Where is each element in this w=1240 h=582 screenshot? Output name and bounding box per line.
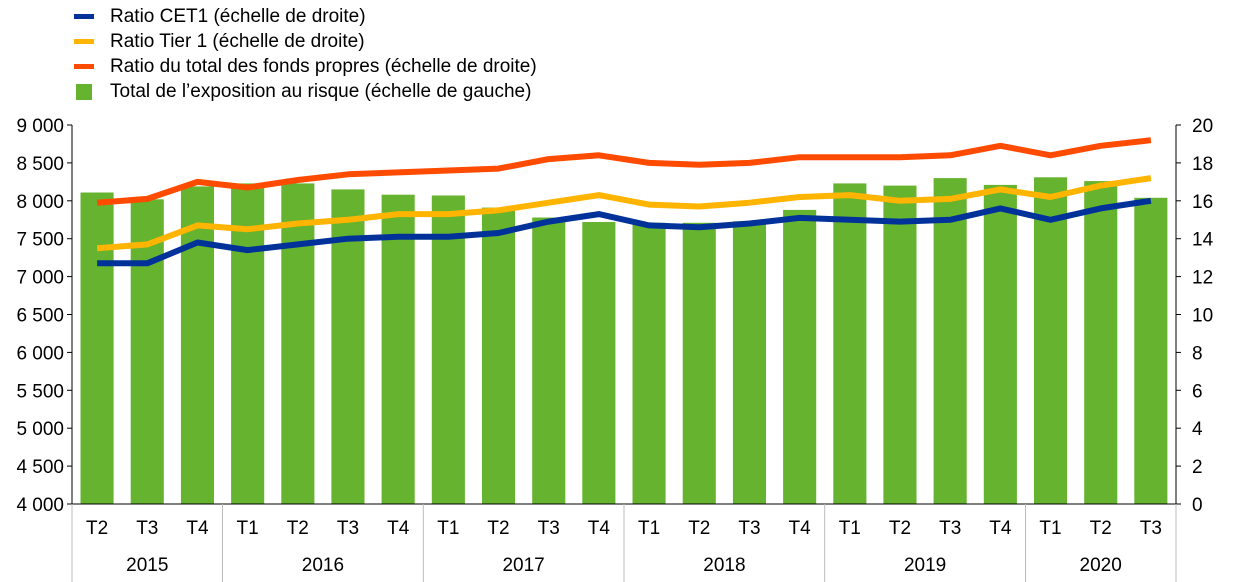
bar [1034,177,1068,505]
category-label: T4 [387,518,410,539]
bar [983,184,1017,504]
legend-swatch [74,39,94,44]
category-label: T3 [939,518,961,539]
right-tick-label: 2 [1192,457,1203,478]
right-tick-label: 18 [1192,154,1213,175]
category-label: T1 [839,518,861,539]
category-label: T4 [588,518,611,539]
right-tick-label: 14 [1192,230,1214,251]
category-label: T2 [688,518,710,539]
right-tick-label: 20 [1192,116,1213,137]
legend-item: Ratio du total des fonds propres (échell… [74,54,537,79]
right-tick-label: 16 [1192,192,1213,213]
bar [130,199,164,505]
category-label: T3 [337,518,359,539]
category-label: T3 [738,518,760,539]
right-tick-label: 6 [1192,381,1203,402]
bar [1084,181,1118,504]
left-tick-label: 4 500 [16,457,64,478]
bar [1134,197,1168,505]
bar [431,195,465,504]
bar [281,183,315,504]
legend: Ratio CET1 (échelle de droite) Ratio Tier… [74,4,537,104]
bar [783,209,817,504]
bar [482,207,516,504]
legend-item: Total de l’exposition au risque (échelle… [74,79,537,104]
year-label: 2017 [502,555,544,576]
year-label: 2015 [126,555,168,576]
category-label: T3 [538,518,560,539]
left-tick-label: 7 500 [16,230,64,251]
year-label: 2020 [1080,555,1122,576]
category-label: T2 [487,518,509,539]
left-tick-label: 6 000 [16,343,64,364]
right-tick-label: 12 [1192,268,1213,289]
category-label: T1 [1039,518,1061,539]
legend-swatch [74,64,94,69]
category-label: T4 [789,518,812,539]
category-label: T4 [989,518,1012,539]
category-label: T3 [1140,518,1162,539]
bar [933,178,967,504]
category-label: T1 [638,518,660,539]
bar [80,192,114,504]
left-tick-label: 6 500 [16,306,64,327]
legend-swatch [76,83,92,100]
year-label: 2018 [703,555,745,576]
legend-item: Ratio Tier 1 (échelle de droite) [74,29,537,54]
legend-label: Ratio du total des fonds propres (échell… [110,55,537,77]
right-tick-label: 0 [1192,495,1203,516]
bar [632,222,666,505]
left-tick-label: 4 000 [16,495,64,516]
left-tick-label: 8 500 [16,154,64,175]
line-layer [96,137,1152,267]
category-label: T2 [889,518,911,539]
category-label: T1 [437,518,459,539]
bar [532,217,566,504]
bar [732,221,766,505]
series-line [97,197,1152,267]
legend-label: Ratio Tier 1 (échelle de droite) [110,30,365,52]
bar [833,183,867,504]
year-label: 2016 [302,555,344,576]
category-label: T2 [1090,518,1112,539]
left-tick-label: 9 000 [16,116,64,137]
left-tick-label: 7 000 [16,268,64,289]
axes-layer: 4 000 4 500 5 000 5 500 6 000 6 500 7 000 7 500… [16,116,1214,582]
right-tick-label: 8 [1192,343,1203,364]
right-tick-label: 10 [1192,306,1213,327]
legend-swatch [74,14,94,19]
category-label: T2 [86,518,108,539]
series-line [96,175,1152,252]
bar [231,183,265,504]
legend-label: Total de l’exposition au risque (échelle… [110,80,532,102]
left-tick-label: 5 500 [16,381,64,402]
bar [682,222,716,505]
bar [180,186,214,504]
category-label: T4 [186,518,209,539]
left-tick-label: 8 000 [16,192,64,213]
bar [582,222,616,504]
left-tick-label: 5 000 [16,419,64,440]
category-label: T1 [237,518,259,539]
bar [883,185,917,504]
category-label: T2 [287,518,309,539]
legend-item: Ratio CET1 (échelle de droite) [74,4,537,29]
right-tick-label: 4 [1192,419,1203,440]
year-label: 2019 [904,555,946,576]
legend-label: Ratio CET1 (échelle de droite) [110,5,366,27]
category-label: T3 [136,518,158,539]
bar [381,194,415,504]
series-line [96,137,1152,206]
